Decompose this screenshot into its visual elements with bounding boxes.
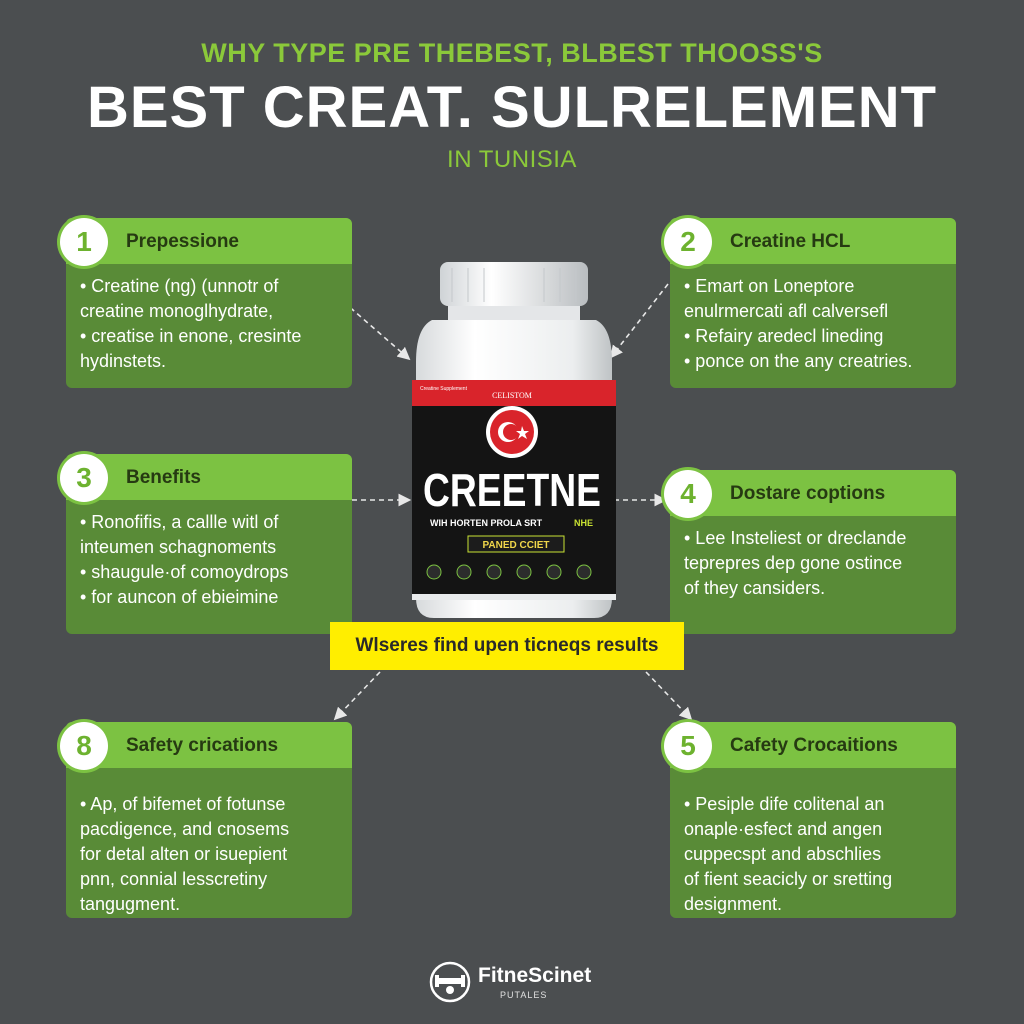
card-line: for detal alten or isuepient xyxy=(80,844,288,864)
card-line: • Ap, of bifemet of fotunse xyxy=(80,794,286,814)
card-body: • Pesiple dife colitenal an onaple·esfec… xyxy=(684,792,944,917)
card-line: • creatise in enone, cresinte xyxy=(80,326,302,346)
card-line: onaple·esfect and angen xyxy=(684,819,883,839)
step-number-badge: 8 xyxy=(60,722,108,770)
brand-logo-icon xyxy=(429,961,471,1003)
card-line: pnn, connial lesscretiny xyxy=(80,869,268,889)
card-body: • Creatine (ng) (unnotr of creatine mono… xyxy=(80,274,340,374)
bottle-tagline: WIH HORTEN PROLA SRT xyxy=(430,518,543,528)
supplement-bottle-image: CELISTOM Creatine Supplement CREETNE WIH… xyxy=(412,262,616,618)
step-number-badge: 4 xyxy=(664,470,712,518)
header-subtitle: WHY TYPE PRE THEBEST, BLBEST THOOSS'S xyxy=(201,38,823,68)
arrow-card5 xyxy=(645,671,693,721)
card-line: designment. xyxy=(684,894,783,914)
card-line: • shaugule·of comoydrops xyxy=(80,562,289,582)
footer-brand-name: FitneScinet xyxy=(478,964,592,987)
card-title: Cafety Crocaitions xyxy=(730,735,898,756)
step-number-badge: 2 xyxy=(664,218,712,266)
step-number-badge: 1 xyxy=(60,218,108,266)
bottle-product-name: CREETNE xyxy=(423,464,601,516)
card-line: inteumen schagnoments xyxy=(80,537,277,557)
bottle-badge xyxy=(467,535,565,553)
card-title: Benefits xyxy=(126,467,201,488)
card-body: • Emart on Loneptore enulrmercati afl ca… xyxy=(684,274,944,374)
card-line: • Pesiple dife colitenal an xyxy=(684,794,885,814)
header-location: IN TUNISIA xyxy=(447,146,577,173)
card-line: teprepres dep gone ostince xyxy=(684,553,903,573)
footer-brand-sub: PUTALES xyxy=(500,990,548,1000)
card-header xyxy=(66,722,352,768)
card-line: tangugment. xyxy=(80,894,181,914)
arrow-card2 xyxy=(610,283,669,359)
card-line: • ponce on the any creatries. xyxy=(684,351,913,371)
page-title: BEST CREAT. SULRELEMENT xyxy=(86,75,938,140)
card-line: cuppecspt and abschlies xyxy=(684,844,882,864)
bottle-brand-small: CELISTOM xyxy=(492,391,532,400)
card-title: Safety crications xyxy=(126,735,279,756)
card-line: pacdigence, and cnosems xyxy=(80,819,290,839)
card-body: • Lee Insteliest or dreclande teprepres … xyxy=(684,526,944,601)
card-line: • Lee Insteliest or dreclande xyxy=(684,528,907,548)
card-preparation: 1 Prepessione • Creatine (ng) (unnotr of… xyxy=(60,218,352,388)
card-benefits: 3 Benefits • Ronofifis, a callle witl of… xyxy=(60,454,352,634)
results-banner: Wlseres find upen ticneqs results xyxy=(330,622,684,670)
card-line: of fient seacicly or sretting xyxy=(684,869,893,889)
card-title: Creatine HCL xyxy=(730,231,851,252)
card-header xyxy=(670,722,956,768)
card-line: • Ronofifis, a callle witl of xyxy=(80,512,279,532)
card-line: • Emart on Loneptore xyxy=(684,276,855,296)
card-header xyxy=(670,470,956,516)
card-line: creatine monoglhydrate, xyxy=(80,301,274,321)
bottle-feature-icons xyxy=(426,564,592,580)
card-line: • for auncon of ebieimine xyxy=(80,587,279,607)
card-header xyxy=(66,218,352,264)
card-header xyxy=(66,454,352,500)
bottle-tagline-accent: NHE xyxy=(574,518,593,528)
card-body: • Ronofifis, a callle witl of inteumen s… xyxy=(80,510,340,610)
card-safety-precautions-2: 5 Cafety Crocaitions • Pesiple dife coli… xyxy=(664,722,956,918)
card-line: of they cansiders. xyxy=(684,578,826,598)
card-safety-precautions: 8 Safety crications • Ap, of bifemet of … xyxy=(60,722,352,918)
card-dosage-options: 4 Dostare coptions • Lee Insteliest or d… xyxy=(664,470,956,634)
card-title: Prepessione xyxy=(126,231,239,252)
bottle-label-red-band xyxy=(412,380,616,406)
card-line: • Refairy aredecl lineding xyxy=(684,326,884,346)
arrow-card8 xyxy=(333,671,381,721)
card-line: • Creatine (ng) (unnotr of xyxy=(80,276,279,296)
card-creatine-hcl: 2 Creatine HCL • Emart on Loneptore enul… xyxy=(664,218,956,388)
step-number-badge: 5 xyxy=(664,722,712,770)
card-line: enulrmercati afl calversefl xyxy=(684,301,889,321)
step-number-badge: 3 xyxy=(60,454,108,502)
card-header xyxy=(670,218,956,264)
card-title: Dostare coptions xyxy=(730,483,886,504)
bottle-cap xyxy=(440,262,588,306)
card-body: • Ap, of bifemet of fotunse pacdigence, … xyxy=(80,792,340,917)
card-line: hydinstets. xyxy=(80,351,167,371)
bottle-badge-text: PANED CCIET xyxy=(482,540,549,551)
bottle-label-left: Creatine Supplement xyxy=(420,386,468,392)
